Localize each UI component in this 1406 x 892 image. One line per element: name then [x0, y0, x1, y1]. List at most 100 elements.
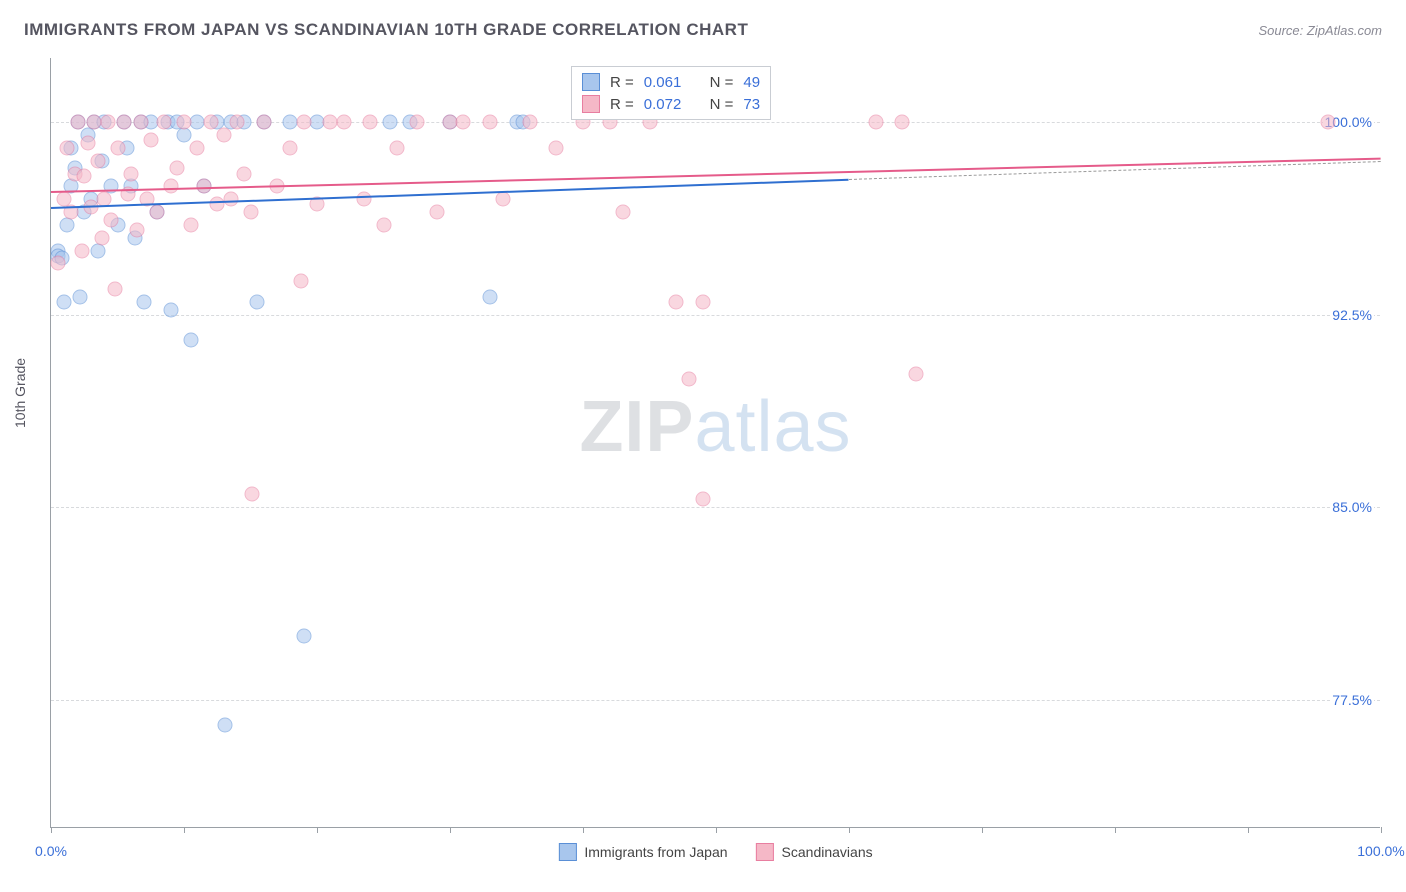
- data-point: [90, 153, 105, 168]
- data-point: [59, 217, 74, 232]
- data-point: [522, 115, 537, 130]
- data-point: [496, 192, 511, 207]
- data-point: [243, 205, 258, 220]
- stat-label-r: R =: [610, 74, 634, 91]
- data-point: [389, 140, 404, 155]
- data-point: [216, 128, 231, 143]
- stat-value-r: 0.061: [644, 74, 682, 91]
- data-point: [230, 115, 245, 130]
- watermark-atlas: atlas: [694, 387, 851, 467]
- series-legend: Immigrants from Japan Scandinavians: [558, 843, 872, 861]
- data-point: [110, 140, 125, 155]
- legend-swatch: [582, 95, 600, 113]
- stat-label-n: N =: [710, 74, 734, 91]
- x-tick: [583, 827, 584, 833]
- stat-label-n: N =: [710, 96, 734, 113]
- x-tick: [849, 827, 850, 833]
- data-point: [177, 128, 192, 143]
- data-point: [77, 169, 92, 184]
- data-point: [336, 115, 351, 130]
- data-point: [376, 217, 391, 232]
- data-point: [250, 294, 265, 309]
- grid-line: [51, 700, 1380, 701]
- chart-container: 10th Grade ZIPatlas 77.5% 85.0% 92.5% 100.0…: [0, 48, 1406, 888]
- data-point: [549, 140, 564, 155]
- stats-legend-row: R = 0.061 N = 49: [578, 71, 764, 93]
- legend-item: Immigrants from Japan: [558, 843, 727, 861]
- legend-label: Immigrants from Japan: [584, 844, 727, 860]
- x-tick: [716, 827, 717, 833]
- data-point: [244, 487, 259, 502]
- data-point: [190, 140, 205, 155]
- data-point: [170, 161, 185, 176]
- data-point: [134, 115, 149, 130]
- data-point: [101, 115, 116, 130]
- data-point: [695, 294, 710, 309]
- plot-area: ZIPatlas 77.5%85.0%92.5%100.0%0.0%100.0%…: [50, 58, 1380, 828]
- data-point: [356, 192, 371, 207]
- data-point: [130, 222, 145, 237]
- stat-value-n: 49: [743, 74, 760, 91]
- data-point: [895, 115, 910, 130]
- x-tick: [317, 827, 318, 833]
- x-tick-label: 0.0%: [35, 843, 67, 859]
- stat-value-n: 73: [743, 96, 760, 113]
- data-point: [203, 115, 218, 130]
- legend-swatch: [756, 843, 774, 861]
- data-point: [223, 192, 238, 207]
- watermark-zip: ZIP: [579, 387, 694, 467]
- data-point: [695, 492, 710, 507]
- data-point: [73, 289, 88, 304]
- y-tick-label: 85.0%: [1330, 499, 1374, 515]
- stats-legend-row: R =0.072 N =73: [578, 93, 764, 115]
- stats-legend: R =0.061 N =49R =0.072 N =73: [571, 66, 771, 120]
- data-point: [908, 366, 923, 381]
- legend-swatch: [558, 843, 576, 861]
- data-point: [117, 115, 132, 130]
- grid-line: [51, 507, 1380, 508]
- data-point: [137, 294, 152, 309]
- legend-swatch: [582, 73, 600, 91]
- x-tick: [982, 827, 983, 833]
- y-axis-label: 10th Grade: [12, 358, 28, 428]
- data-point: [296, 115, 311, 130]
- legend-label: Scandinavians: [782, 844, 873, 860]
- data-point: [143, 133, 158, 148]
- y-tick-label: 77.5%: [1330, 692, 1374, 708]
- data-point: [236, 166, 251, 181]
- x-tick: [1115, 827, 1116, 833]
- x-tick: [1381, 827, 1382, 833]
- data-point: [482, 289, 497, 304]
- y-tick-label: 92.5%: [1330, 307, 1374, 323]
- data-point: [59, 140, 74, 155]
- data-point: [107, 282, 122, 297]
- data-point: [150, 205, 165, 220]
- source-label: Source: ZipAtlas.com: [1258, 23, 1382, 38]
- x-tick: [184, 827, 185, 833]
- data-point: [163, 302, 178, 317]
- data-point: [90, 243, 105, 258]
- data-point: [81, 135, 96, 150]
- data-point: [218, 718, 233, 733]
- data-point: [50, 256, 65, 271]
- data-point: [456, 115, 471, 130]
- data-point: [482, 115, 497, 130]
- data-point: [177, 115, 192, 130]
- data-point: [409, 115, 424, 130]
- data-point: [383, 115, 398, 130]
- chart-title: IMMIGRANTS FROM JAPAN VS SCANDINAVIAN 10…: [24, 20, 748, 40]
- x-tick: [450, 827, 451, 833]
- data-point: [868, 115, 883, 130]
- data-point: [157, 115, 172, 130]
- data-point: [294, 274, 309, 289]
- data-point: [57, 294, 72, 309]
- x-tick-label: 100.0%: [1357, 843, 1404, 859]
- data-point: [296, 628, 311, 643]
- data-point: [94, 230, 109, 245]
- data-point: [682, 371, 697, 386]
- data-point: [669, 294, 684, 309]
- data-point: [429, 205, 444, 220]
- data-point: [183, 217, 198, 232]
- data-point: [163, 179, 178, 194]
- data-point: [256, 115, 271, 130]
